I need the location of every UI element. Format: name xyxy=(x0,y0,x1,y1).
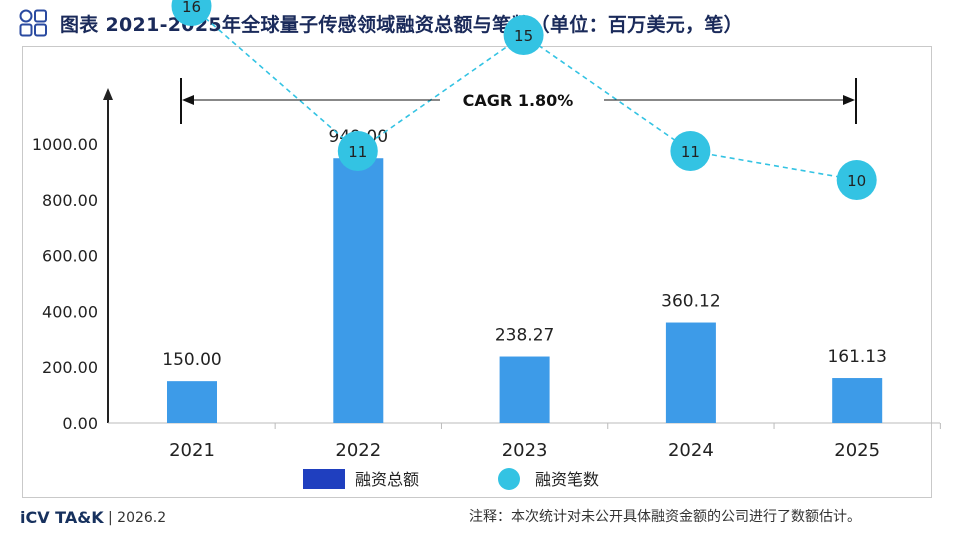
count-label: 15 xyxy=(514,27,533,45)
y-tick-label: 800.00 xyxy=(42,191,98,210)
bar xyxy=(499,356,550,423)
legend-bubble-label: 融资笔数 xyxy=(535,470,599,489)
bar xyxy=(665,322,716,423)
bar xyxy=(167,381,217,423)
x-tick-label: 2024 xyxy=(668,440,714,461)
chart-panel xyxy=(22,46,932,498)
x-tick-label: 2025 xyxy=(834,440,880,461)
cagr-arrowhead-left xyxy=(182,95,194,105)
bar-value-label: 360.12 xyxy=(661,292,720,312)
count-label: 11 xyxy=(681,143,700,161)
count-bubble xyxy=(337,131,378,171)
y-tick-label: 600.00 xyxy=(42,247,98,266)
legend-bubble-swatch xyxy=(498,468,520,490)
grid-icon xyxy=(19,9,47,37)
y-tick-label: 1000.00 xyxy=(32,135,98,154)
count-series-line xyxy=(190,5,857,181)
brand-logo: iCV TA&K xyxy=(20,508,104,527)
count-bubble xyxy=(503,15,544,55)
y-tick-label: 200.00 xyxy=(42,358,98,377)
report-date: | 2026.2 xyxy=(108,510,167,526)
page-title: 图表 2021-2025年全球量子传感领域融资总额与笔数（单位：百万美元，笔） xyxy=(60,13,743,36)
cagr-annotation: CAGR 1.80% xyxy=(463,91,574,110)
y-tick-label: 0.00 xyxy=(62,414,98,433)
bar-value-label: 238.27 xyxy=(495,326,554,346)
legend-bar-label: 融资总额 xyxy=(355,470,419,489)
bar-value-label: 161.13 xyxy=(827,347,886,367)
count-bubble xyxy=(171,0,212,26)
y-tick-label: 400.00 xyxy=(42,302,98,321)
x-tick-label: 2021 xyxy=(169,440,215,461)
footnote: 注释：本次统计对未公开具体融资金额的公司进行了数额估计。 xyxy=(469,509,861,525)
x-tick-label: 2023 xyxy=(502,440,548,461)
count-label: 16 xyxy=(182,0,201,16)
y-axis-arrow xyxy=(103,88,113,100)
legend-bar-swatch xyxy=(303,469,345,489)
bar xyxy=(832,378,883,423)
x-tick-label: 2022 xyxy=(335,440,381,461)
bar xyxy=(333,158,384,423)
title-row: 图表 2021-2025年全球量子传感领域融资总额与笔数（单位：百万美元，笔） xyxy=(18,8,743,38)
count-bubble xyxy=(670,131,711,171)
count-bubble xyxy=(836,160,877,200)
count-label: 11 xyxy=(348,143,367,161)
cagr-arrowhead-right xyxy=(843,95,855,105)
count-label: 10 xyxy=(847,172,866,190)
bar-value-label: 150.00 xyxy=(162,350,221,370)
